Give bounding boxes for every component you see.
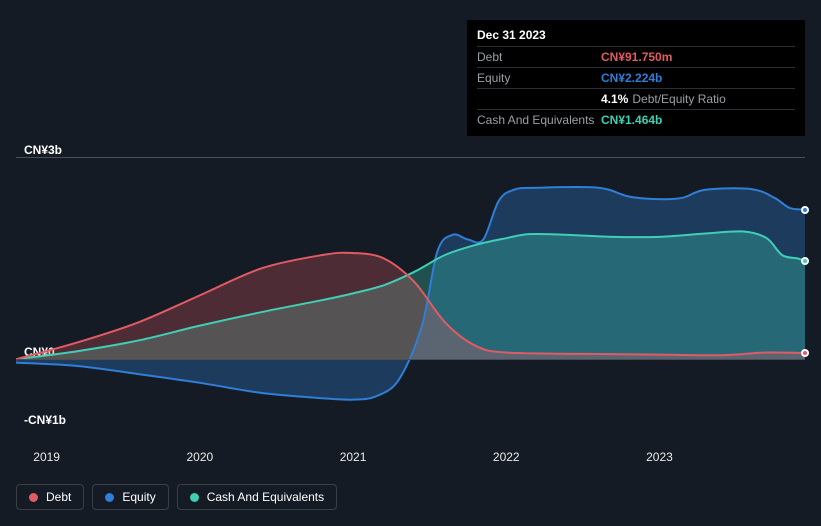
legend-label: Cash And Equivalents <box>207 490 324 504</box>
tooltip-row-label: Equity <box>477 71 601 85</box>
x-axis-label: 2020 <box>186 450 213 464</box>
chart-container: Dec 31 2023 DebtCN¥91.750mEquityCN¥2.224… <box>0 0 821 526</box>
tooltip-row-label: Debt <box>477 50 601 64</box>
legend: Debt Equity Cash And Equivalents <box>16 484 337 510</box>
tooltip-row-suffix: Debt/Equity Ratio <box>632 92 725 106</box>
cash-end-dot <box>801 257 809 265</box>
legend-dot-icon <box>29 493 38 502</box>
chart-svg <box>16 144 805 440</box>
tooltip-row: 4.1%Debt/Equity Ratio <box>477 88 795 109</box>
x-axis-label: 2019 <box>33 450 60 464</box>
legend-dot-icon <box>190 493 199 502</box>
top-gridline <box>16 157 805 158</box>
legend-item-cash[interactable]: Cash And Equivalents <box>177 484 337 510</box>
tooltip-row-value: CN¥2.224b <box>601 71 662 85</box>
chart-area: -CN¥1bCN¥0CN¥3b <box>16 124 805 440</box>
legend-item-debt[interactable]: Debt <box>16 484 84 510</box>
tooltip-row-value: CN¥1.464b <box>601 113 662 127</box>
legend-dot-icon <box>105 493 114 502</box>
legend-label: Equity <box>122 490 155 504</box>
chart-tooltip: Dec 31 2023 DebtCN¥91.750mEquityCN¥2.224… <box>467 20 805 136</box>
tooltip-row-value: CN¥91.750m <box>601 50 672 64</box>
legend-label: Debt <box>46 490 71 504</box>
tooltip-row-value: 4.1%Debt/Equity Ratio <box>601 92 726 106</box>
tooltip-row: EquityCN¥2.224b <box>477 67 795 88</box>
tooltip-row-label <box>477 92 601 106</box>
tooltip-row: DebtCN¥91.750m <box>477 46 795 67</box>
legend-item-equity[interactable]: Equity <box>92 484 168 510</box>
tooltip-date: Dec 31 2023 <box>477 26 795 46</box>
plot-area <box>16 144 805 440</box>
x-axis-label: 2022 <box>493 450 520 464</box>
x-axis-label: 2021 <box>340 450 367 464</box>
zero-gridline <box>16 359 805 360</box>
tooltip-row: Cash And EquivalentsCN¥1.464b <box>477 109 795 130</box>
x-axis: 2019 2020 2021 2022 2023 <box>16 450 805 470</box>
equity-end-dot <box>801 206 809 214</box>
tooltip-row-label: Cash And Equivalents <box>477 113 601 127</box>
x-axis-label: 2023 <box>646 450 673 464</box>
debt-end-dot <box>801 349 809 357</box>
